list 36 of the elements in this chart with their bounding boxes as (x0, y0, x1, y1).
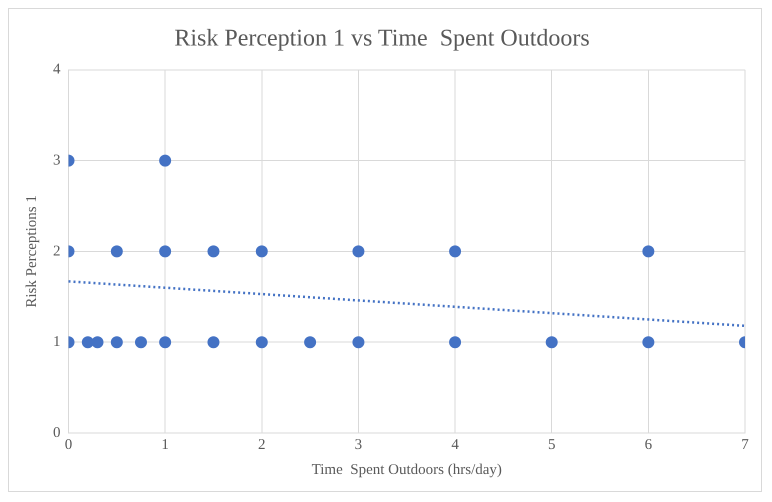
point (352, 245, 364, 258)
point (642, 245, 654, 258)
point (256, 336, 268, 348)
point (159, 245, 172, 258)
x-tick-label: 2 (258, 436, 266, 453)
point (207, 245, 220, 258)
x-tick-label: 6 (644, 436, 653, 453)
x-tick-label: 5 (548, 436, 556, 453)
point (304, 336, 316, 348)
point (642, 336, 654, 348)
point (110, 245, 123, 258)
point (159, 154, 172, 167)
point (449, 336, 462, 348)
x-tick-label: 4 (451, 436, 460, 453)
point (82, 336, 94, 348)
x-tick-label: 7 (741, 436, 750, 453)
point (352, 336, 364, 348)
point (256, 245, 268, 258)
point (91, 336, 104, 348)
point (110, 336, 123, 348)
point (134, 336, 147, 348)
y-axis-title: Risk Perceptions 1 (24, 195, 40, 308)
chart-title: Risk Perception 1 vs Time Spent Outdoors (174, 26, 590, 52)
y-tick-label: 3 (53, 152, 60, 169)
y-tick-label: 4 (53, 62, 61, 78)
y-tick-label: 2 (53, 243, 60, 260)
point (546, 336, 558, 348)
x-tick-label: 3 (354, 436, 362, 453)
point (449, 245, 462, 258)
x-tick-label: 0 (64, 436, 72, 453)
x-tick-label: 1 (161, 436, 169, 453)
x-axis-title: Time Spent Outdoors (hrs/day) (312, 462, 502, 478)
y-tick-label: 1 (53, 334, 60, 350)
point (207, 336, 220, 348)
y-tick-label: 0 (53, 424, 60, 441)
point (159, 336, 172, 348)
